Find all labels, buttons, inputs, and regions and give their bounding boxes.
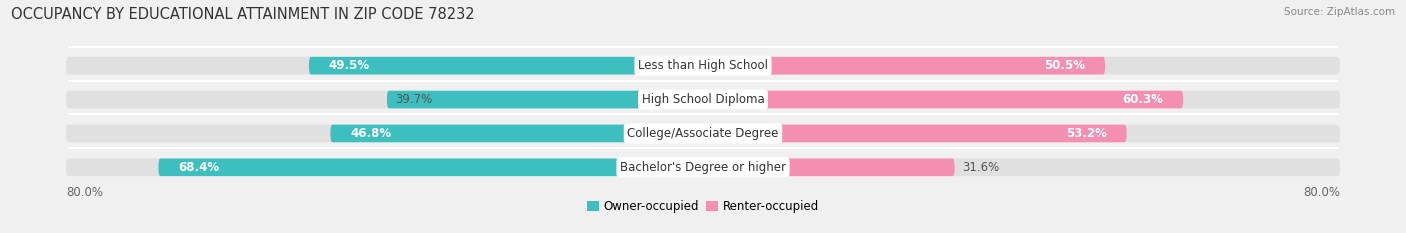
Text: High School Diploma: High School Diploma [641, 93, 765, 106]
Text: 80.0%: 80.0% [66, 186, 103, 199]
Text: 53.2%: 53.2% [1066, 127, 1107, 140]
Text: 68.4%: 68.4% [179, 161, 219, 174]
FancyBboxPatch shape [66, 125, 1340, 142]
Text: 50.5%: 50.5% [1045, 59, 1085, 72]
FancyBboxPatch shape [159, 158, 703, 176]
Legend: Owner-occupied, Renter-occupied: Owner-occupied, Renter-occupied [582, 195, 824, 218]
Text: Less than High School: Less than High School [638, 59, 768, 72]
FancyBboxPatch shape [703, 125, 1126, 142]
Text: 60.3%: 60.3% [1122, 93, 1163, 106]
Text: 31.6%: 31.6% [963, 161, 1000, 174]
FancyBboxPatch shape [703, 57, 1105, 75]
FancyBboxPatch shape [703, 158, 955, 176]
Text: College/Associate Degree: College/Associate Degree [627, 127, 779, 140]
FancyBboxPatch shape [66, 158, 1340, 176]
FancyBboxPatch shape [66, 57, 1340, 75]
Text: Source: ZipAtlas.com: Source: ZipAtlas.com [1284, 7, 1395, 17]
FancyBboxPatch shape [309, 57, 703, 75]
Text: 49.5%: 49.5% [329, 59, 370, 72]
Text: Bachelor's Degree or higher: Bachelor's Degree or higher [620, 161, 786, 174]
Text: 80.0%: 80.0% [1303, 186, 1340, 199]
Text: 46.8%: 46.8% [350, 127, 391, 140]
FancyBboxPatch shape [703, 91, 1182, 108]
FancyBboxPatch shape [330, 125, 703, 142]
Text: OCCUPANCY BY EDUCATIONAL ATTAINMENT IN ZIP CODE 78232: OCCUPANCY BY EDUCATIONAL ATTAINMENT IN Z… [11, 7, 475, 22]
Text: 39.7%: 39.7% [395, 93, 432, 106]
FancyBboxPatch shape [66, 91, 1340, 108]
FancyBboxPatch shape [387, 91, 703, 108]
